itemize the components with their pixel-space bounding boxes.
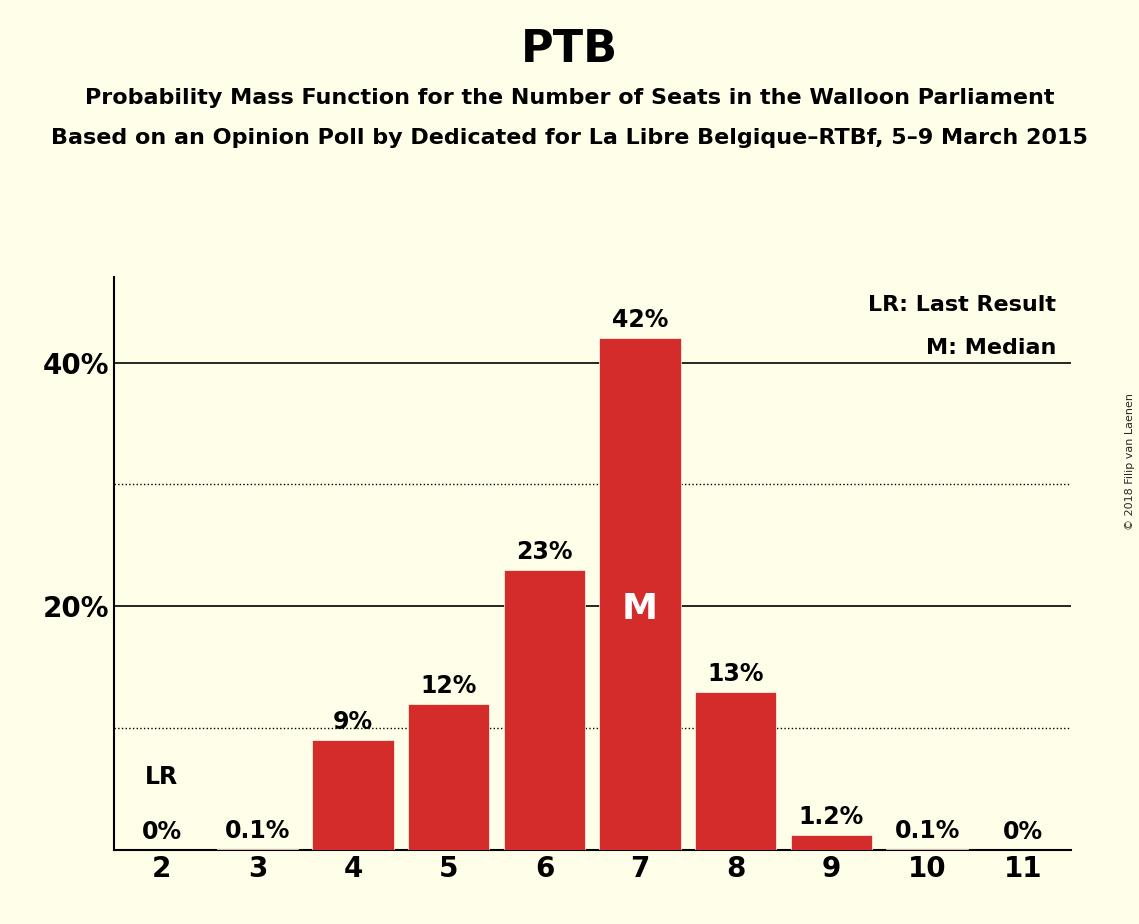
Text: 12%: 12% (420, 674, 477, 698)
Text: 42%: 42% (612, 308, 669, 332)
Text: 0.1%: 0.1% (224, 819, 290, 843)
Text: Based on an Opinion Poll by Dedicated for La Libre Belgique–RTBf, 5–9 March 2015: Based on an Opinion Poll by Dedicated fo… (51, 128, 1088, 148)
Text: © 2018 Filip van Laenen: © 2018 Filip van Laenen (1125, 394, 1134, 530)
Text: 0%: 0% (1002, 820, 1043, 844)
Bar (886, 849, 968, 850)
Bar (503, 570, 585, 850)
Text: LR: Last Result: LR: Last Result (868, 296, 1056, 315)
Bar (408, 704, 490, 850)
Bar (312, 740, 394, 850)
Text: 1.2%: 1.2% (798, 806, 865, 830)
Bar (216, 849, 298, 850)
Text: LR: LR (145, 765, 179, 789)
Text: 0%: 0% (141, 820, 182, 844)
Text: M: Median: M: Median (926, 338, 1056, 359)
Bar (695, 692, 777, 850)
Bar (599, 338, 681, 850)
Text: 13%: 13% (707, 662, 764, 686)
Text: M: M (622, 592, 658, 626)
Bar (790, 835, 872, 850)
Text: 0.1%: 0.1% (894, 819, 960, 843)
Text: Probability Mass Function for the Number of Seats in the Walloon Parliament: Probability Mass Function for the Number… (84, 88, 1055, 108)
Text: 9%: 9% (333, 711, 374, 735)
Text: PTB: PTB (521, 28, 618, 71)
Text: 23%: 23% (516, 540, 573, 564)
